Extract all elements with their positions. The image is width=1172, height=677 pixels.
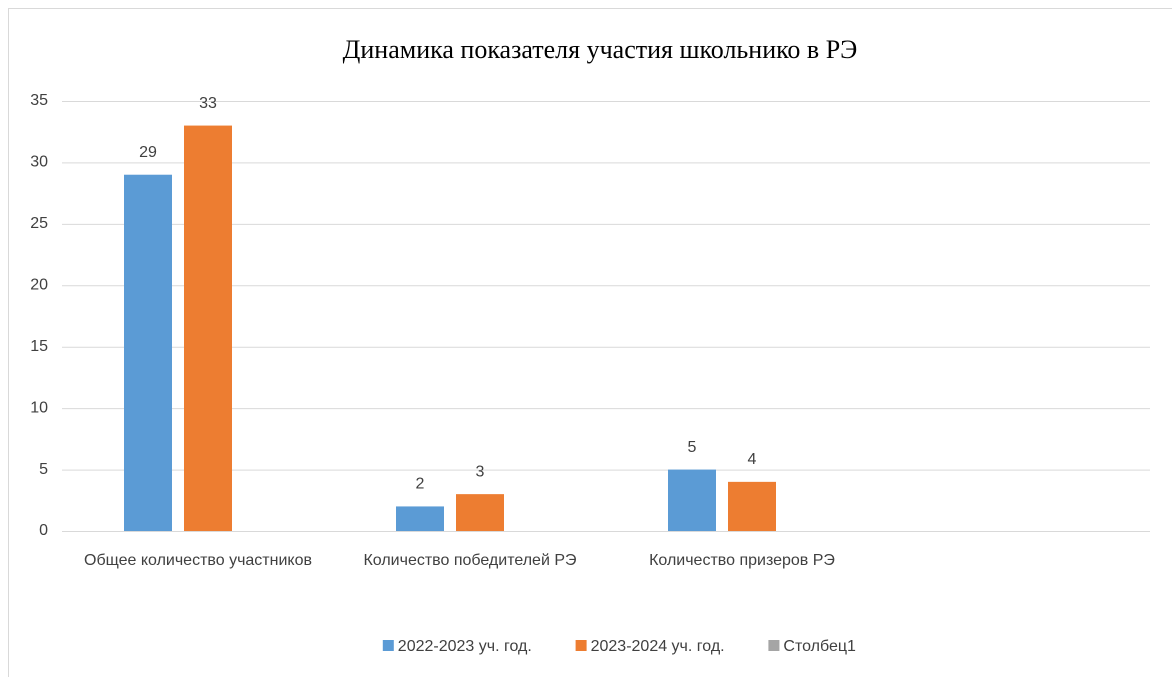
data-label: 4	[748, 451, 757, 468]
legend-label: 2023-2024 уч. год.	[591, 638, 725, 655]
x-tick-label: Общее количество участников	[84, 552, 312, 569]
y-tick-label: 30	[30, 154, 48, 171]
y-tick-label: 25	[30, 215, 48, 232]
x-tick-label: Количество победителей РЭ	[363, 552, 577, 569]
y-tick-label: 10	[30, 399, 48, 416]
y-tick-label: 0	[39, 522, 48, 539]
y-tick-label: 35	[30, 92, 48, 109]
bar	[668, 469, 716, 531]
bar	[728, 481, 776, 531]
chart-border	[8, 8, 1172, 677]
bar	[396, 506, 444, 531]
legend-label: 2022-2023 уч. год.	[398, 638, 532, 655]
bar	[456, 494, 504, 531]
data-label: 2	[416, 476, 425, 493]
bar	[184, 125, 232, 532]
y-tick-label: 20	[30, 277, 48, 294]
legend-swatch	[382, 640, 394, 651]
legend-label: Столбец1	[783, 638, 856, 655]
bar	[124, 174, 172, 531]
data-label: 5	[688, 439, 697, 456]
data-label: 29	[139, 144, 157, 161]
legend-swatch	[575, 640, 587, 651]
data-label: 33	[199, 95, 217, 112]
legend-swatch	[768, 640, 780, 651]
y-tick-label: 5	[39, 461, 48, 478]
x-tick-label: Количество призеров РЭ	[649, 552, 835, 569]
data-label: 3	[476, 463, 485, 480]
y-tick-label: 15	[30, 338, 48, 355]
chart-title: Динамика показателя участия школьнико в …	[343, 35, 858, 64]
